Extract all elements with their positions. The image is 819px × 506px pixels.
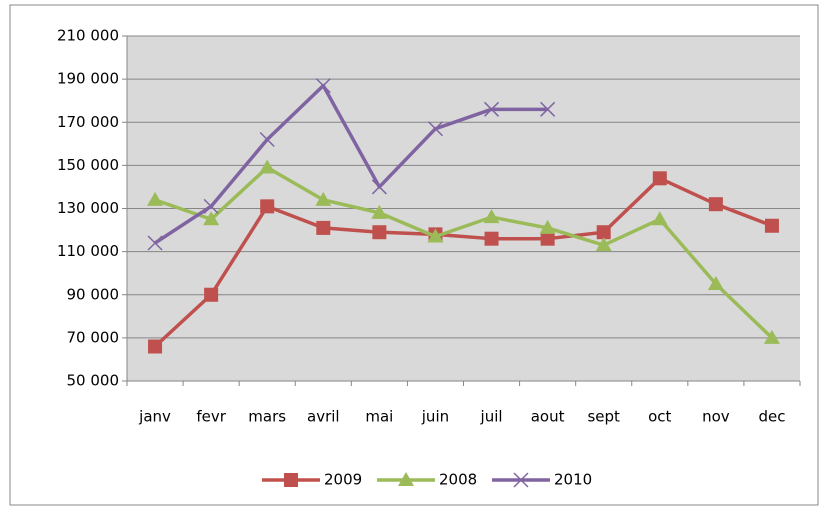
x-tick-label: aout — [531, 408, 565, 426]
point — [203, 211, 220, 226]
point — [315, 78, 331, 94]
x-tick-label: janv — [138, 408, 171, 426]
legend-marker — [284, 473, 298, 487]
y-tick-label: 150 000 — [57, 156, 119, 174]
point — [427, 228, 444, 243]
point — [371, 179, 387, 195]
point — [539, 219, 556, 234]
x-tick-label: oct — [648, 408, 671, 426]
legend-marker — [398, 472, 414, 486]
y-tick-label: 110 000 — [57, 242, 119, 260]
point — [427, 121, 443, 137]
x-tick-label: fevr — [196, 408, 226, 426]
point — [259, 159, 276, 174]
point — [540, 101, 556, 117]
y-tick-label: 210 000 — [57, 27, 119, 45]
point — [763, 329, 780, 344]
point — [652, 171, 667, 186]
point — [148, 339, 163, 354]
point — [315, 191, 332, 206]
y-tick-label: 70 000 — [67, 328, 120, 346]
x-tick-label: avril — [307, 408, 340, 426]
point — [316, 220, 331, 235]
point — [484, 231, 499, 246]
y-tick-label: 130 000 — [57, 199, 119, 217]
point — [708, 197, 723, 212]
point — [764, 218, 779, 233]
legend-label: 2008 — [439, 471, 477, 489]
legend-label: 2010 — [554, 471, 592, 489]
x-tick-label: mars — [248, 408, 286, 426]
y-tick-label: 90 000 — [67, 285, 120, 303]
point — [259, 131, 275, 148]
series-line — [154, 165, 774, 340]
x-tick-label: sept — [587, 408, 620, 426]
legend-marker — [513, 472, 529, 488]
x-tick-label: dec — [758, 408, 785, 426]
x-tick-label: nov — [702, 408, 730, 426]
y-tick-label: 170 000 — [57, 113, 119, 131]
point — [540, 231, 555, 246]
point — [483, 209, 500, 224]
x-tick-label: juil — [480, 408, 503, 426]
point — [147, 235, 163, 251]
point — [651, 211, 668, 226]
series-line — [154, 83, 548, 245]
x-tick-label: juin — [421, 408, 449, 426]
x-tick-label: mai — [365, 408, 393, 426]
point — [203, 198, 219, 214]
y-tick-label: 190 000 — [57, 70, 119, 88]
point — [707, 275, 724, 290]
point — [260, 199, 275, 214]
legend-label: 2009 — [324, 471, 362, 489]
point — [595, 237, 612, 252]
series-line — [153, 176, 773, 348]
y-tick-label: 50 000 — [67, 372, 120, 390]
point — [372, 225, 387, 240]
point — [204, 287, 219, 302]
point — [484, 101, 500, 117]
point — [596, 225, 611, 240]
point — [147, 191, 164, 206]
point — [371, 204, 388, 219]
